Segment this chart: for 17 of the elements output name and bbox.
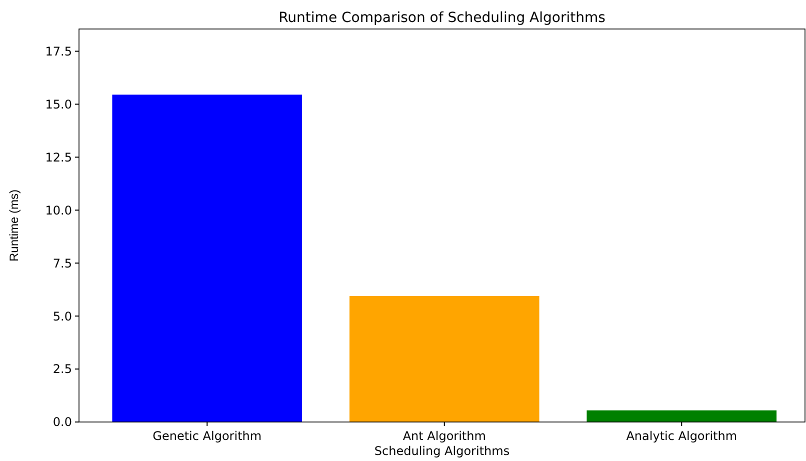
y-tick-label: 15.0 (45, 97, 72, 112)
chart-title: Runtime Comparison of Scheduling Algorithms (278, 10, 606, 26)
y-tick-label: 12.5 (45, 150, 72, 164)
y-tick-label: 10.0 (45, 203, 72, 218)
bar (349, 296, 540, 422)
bar (112, 94, 302, 422)
y-tick-label: 17.5 (45, 44, 72, 58)
x-tick-label: Analytic Algorithm (626, 429, 738, 443)
y-tick-label: 7.5 (52, 256, 72, 270)
x-tick-label: Ant Algorithm (402, 429, 486, 443)
y-axis-title: Runtime (ms) (7, 189, 21, 262)
y-tick-label: 0.0 (52, 415, 72, 430)
y-tick-label: 2.5 (52, 362, 72, 376)
bar (586, 410, 777, 422)
y-tick-label: 5.0 (52, 309, 72, 324)
x-tick-label: Genetic Algorithm (152, 429, 262, 443)
x-axis-title: Scheduling Algorithms (374, 444, 510, 458)
